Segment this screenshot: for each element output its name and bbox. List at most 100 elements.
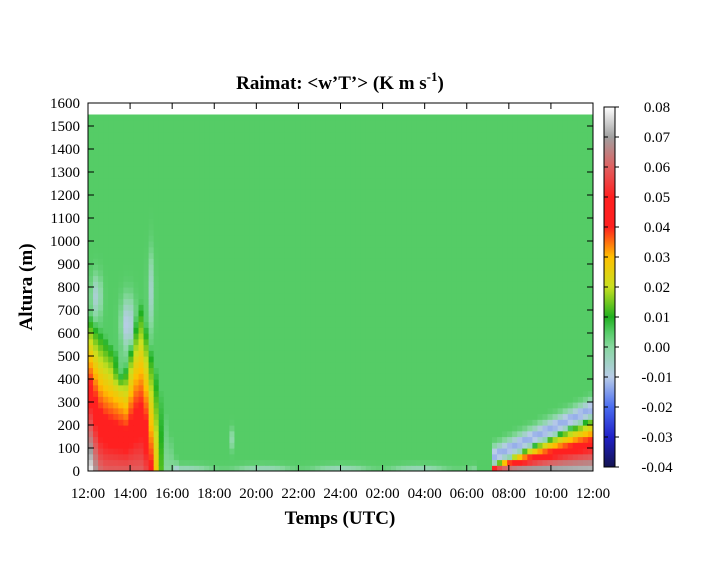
- heatmap-cell: [209, 442, 215, 449]
- heatmap-cell: [113, 298, 119, 305]
- heatmap-cell: [355, 459, 362, 466]
- heatmap-cell: [461, 200, 468, 208]
- heatmap-cell: [219, 126, 225, 133]
- heatmap-cell: [451, 235, 458, 242]
- heatmap-cell: [259, 292, 266, 300]
- heatmap-cell: [421, 264, 427, 271]
- heatmap-cell: [391, 166, 397, 173]
- heatmap-cell: [254, 166, 261, 173]
- heatmap-cell: [481, 436, 488, 443]
- heatmap-cell: [492, 465, 498, 471]
- heatmap-cell: [113, 304, 119, 311]
- heatmap-cell: [492, 402, 498, 409]
- heatmap-cell: [88, 436, 94, 443]
- heatmap-cell: [234, 206, 241, 213]
- heatmap-cell: [401, 131, 407, 139]
- heatmap-cell: [416, 241, 422, 248]
- heatmap-cell: [426, 241, 432, 248]
- heatmap-cell: [426, 172, 432, 179]
- heatmap-cell: [128, 459, 135, 466]
- heatmap-cell: [330, 252, 337, 259]
- heatmap-cell: [335, 425, 342, 432]
- heatmap-cell: [330, 154, 337, 162]
- heatmap-cell: [481, 430, 488, 438]
- heatmap-cell: [431, 298, 438, 305]
- heatmap-cell: [320, 206, 326, 213]
- heatmap-cell: [310, 206, 316, 213]
- heatmap-cell: [153, 430, 160, 438]
- heatmap-cell: [189, 269, 195, 277]
- heatmap-cell: [269, 430, 276, 438]
- heatmap-cell: [143, 212, 150, 219]
- heatmap-cell: [123, 304, 129, 311]
- heatmap-cell: [98, 137, 104, 144]
- heatmap-cell: [158, 390, 165, 397]
- heatmap-cell: [189, 200, 195, 208]
- heatmap-cell: [264, 252, 271, 259]
- heatmap-cell: [426, 333, 432, 340]
- heatmap-cell: [103, 356, 109, 363]
- heatmap-cell: [219, 304, 225, 311]
- heatmap-cell: [173, 304, 180, 311]
- heatmap-cell: [330, 183, 337, 190]
- heatmap-cell: [426, 120, 432, 127]
- heatmap-cell: [330, 229, 337, 236]
- heatmap-cell: [456, 292, 463, 300]
- heatmap-cell: [295, 149, 301, 156]
- heatmap-cell: [204, 275, 210, 282]
- heatmap-cell: [471, 292, 478, 300]
- heatmap-cell: [471, 367, 478, 374]
- heatmap-cell: [375, 448, 382, 455]
- heatmap-cell: [396, 275, 402, 282]
- heatmap-cell: [335, 264, 342, 271]
- heatmap-cell: [295, 195, 301, 202]
- heatmap-cell: [168, 338, 175, 346]
- heatmap-cell: [345, 287, 352, 294]
- heatmap-cell: [451, 172, 458, 179]
- heatmap-cell: [345, 436, 352, 443]
- heatmap-cell: [476, 384, 483, 392]
- heatmap-cell: [254, 350, 261, 357]
- heatmap-cell: [401, 333, 407, 340]
- heatmap-cell: [375, 292, 382, 300]
- heatmap-cell: [300, 327, 306, 334]
- heatmap-cell: [239, 166, 246, 173]
- heatmap-cell: [204, 120, 210, 127]
- heatmap-cell: [199, 212, 205, 219]
- heatmap-cell: [456, 379, 463, 386]
- heatmap-cell: [481, 379, 488, 386]
- heatmap-cell: [254, 172, 261, 179]
- heatmap-cell: [244, 252, 251, 259]
- heatmap-cell: [375, 137, 382, 144]
- heatmap-cell: [380, 189, 387, 196]
- heatmap-cell: [375, 235, 382, 242]
- heatmap-cell: [401, 264, 407, 271]
- heatmap-cell: [360, 258, 367, 265]
- heatmap-cell: [406, 315, 412, 323]
- heatmap-cell: [375, 419, 382, 426]
- heatmap-cell: [224, 229, 230, 236]
- heatmap-cell: [396, 361, 402, 369]
- heatmap-cell: [219, 264, 225, 271]
- heatmap-cell: [254, 189, 261, 196]
- heatmap-cell: [234, 465, 241, 471]
- heatmap-cell: [481, 143, 488, 150]
- heatmap-cell: [305, 281, 311, 288]
- heatmap-cell: [476, 212, 483, 219]
- heatmap-cell: [396, 114, 402, 121]
- heatmap-cell: [466, 327, 473, 334]
- heatmap-cell: [305, 137, 311, 144]
- heatmap-cell: [229, 459, 236, 466]
- heatmap-cell: [168, 166, 175, 173]
- heatmap-cell: [421, 367, 427, 374]
- heatmap-cell: [481, 114, 488, 121]
- heatmap-cell: [204, 137, 210, 144]
- heatmap-cell: [93, 453, 99, 461]
- heatmap-cell: [153, 154, 160, 162]
- heatmap-cell: [290, 149, 296, 156]
- heatmap-cell: [461, 264, 468, 271]
- heatmap-cell: [269, 252, 276, 259]
- heatmap-cell: [199, 344, 205, 351]
- heatmap-cell: [461, 327, 468, 334]
- heatmap-cell: [492, 333, 498, 340]
